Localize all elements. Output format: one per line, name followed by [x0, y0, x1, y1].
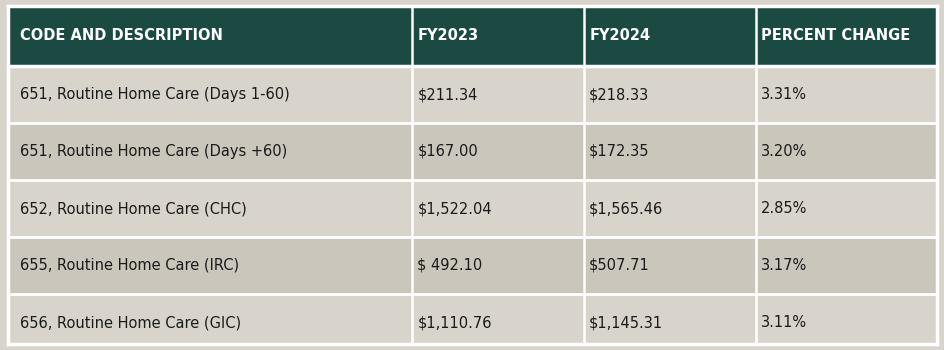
Text: 2.85%: 2.85%: [761, 201, 807, 216]
Text: FY2024: FY2024: [588, 28, 649, 43]
Text: 3.20%: 3.20%: [761, 144, 807, 159]
Text: 656, Routine Home Care (GIC): 656, Routine Home Care (GIC): [20, 315, 241, 330]
Bar: [8, 6, 936, 66]
Bar: [8, 237, 936, 294]
Text: $172.35: $172.35: [588, 144, 649, 159]
Bar: [8, 123, 936, 180]
Text: 652, Routine Home Care (CHC): 652, Routine Home Care (CHC): [20, 201, 246, 216]
Bar: [8, 294, 936, 350]
Text: PERCENT CHANGE: PERCENT CHANGE: [761, 28, 910, 43]
Text: 651, Routine Home Care (Days +60): 651, Routine Home Care (Days +60): [20, 144, 287, 159]
Text: 651, Routine Home Care (Days 1-60): 651, Routine Home Care (Days 1-60): [20, 87, 290, 102]
Text: 3.11%: 3.11%: [761, 315, 806, 330]
Text: $ 492.10: $ 492.10: [417, 258, 482, 273]
Text: $167.00: $167.00: [417, 144, 478, 159]
Text: $1,110.76: $1,110.76: [417, 315, 491, 330]
Text: 3.31%: 3.31%: [761, 87, 806, 102]
Text: $1,522.04: $1,522.04: [417, 201, 492, 216]
Bar: [8, 180, 936, 237]
Text: $1,565.46: $1,565.46: [588, 201, 663, 216]
Text: $507.71: $507.71: [588, 258, 649, 273]
Bar: [8, 66, 936, 123]
Text: $218.33: $218.33: [588, 87, 649, 102]
Text: 3.17%: 3.17%: [761, 258, 807, 273]
Text: 655, Routine Home Care (IRC): 655, Routine Home Care (IRC): [20, 258, 239, 273]
Text: $211.34: $211.34: [417, 87, 477, 102]
Text: CODE AND DESCRIPTION: CODE AND DESCRIPTION: [20, 28, 223, 43]
Text: $1,145.31: $1,145.31: [588, 315, 663, 330]
Text: FY2023: FY2023: [417, 28, 478, 43]
